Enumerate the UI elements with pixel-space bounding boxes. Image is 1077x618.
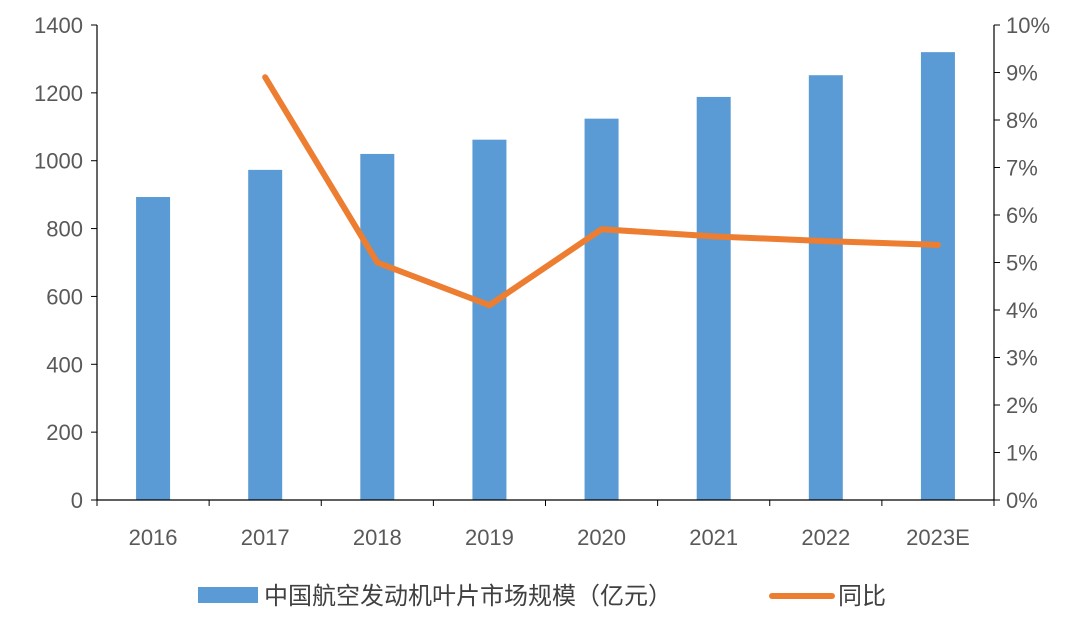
left-tick-label: 400 — [46, 352, 83, 377]
right-tick-label: 10% — [1006, 13, 1050, 38]
right-axis-ticks: 0% 1% 2% 3% 4% 5% 6% 7% 8% 9% 10% — [994, 13, 1050, 513]
x-tick-label: 2023E — [906, 525, 970, 550]
bar-2019 — [472, 139, 507, 500]
legend: 中国航空发动机叶片市场规模（亿元） 同比 — [198, 583, 886, 610]
x-tick-label: 2022 — [801, 525, 850, 550]
left-tick-label: 800 — [46, 217, 83, 242]
x-tick-label: 2020 — [577, 525, 626, 550]
right-tick-label: 7% — [1006, 156, 1038, 181]
x-tick-label: 2016 — [129, 525, 178, 550]
bar-2018 — [360, 153, 395, 500]
bar-2023E — [920, 52, 955, 501]
left-tick-label: 1400 — [34, 13, 83, 38]
bar-2020 — [584, 118, 619, 501]
x-tick-label: 2019 — [465, 525, 514, 550]
x-tick-label: 2018 — [353, 525, 402, 550]
x-tick-label: 2021 — [689, 525, 738, 550]
right-tick-label: 6% — [1006, 203, 1038, 228]
bar-2016 — [136, 197, 171, 500]
legend-line-label: 同比 — [838, 583, 886, 610]
legend-bar-label: 中国航空发动机叶片市场规模（亿元） — [264, 583, 672, 610]
right-tick-label: 8% — [1006, 108, 1038, 133]
left-tick-label: 1200 — [34, 81, 83, 106]
x-tick-label: 2017 — [241, 525, 290, 550]
left-tick-label: 600 — [46, 284, 83, 309]
right-tick-label: 4% — [1006, 298, 1038, 323]
bar-series — [136, 52, 955, 501]
right-tick-label: 0% — [1006, 488, 1038, 513]
legend-bar-swatch — [198, 587, 258, 603]
right-tick-label: 2% — [1006, 393, 1038, 418]
right-tick-label: 9% — [1006, 61, 1038, 86]
right-tick-label: 5% — [1006, 251, 1038, 276]
left-tick-label: 0 — [71, 488, 83, 513]
bar-2017 — [248, 169, 283, 500]
left-tick-label: 1000 — [34, 149, 83, 174]
line-series — [262, 74, 941, 309]
left-tick-label: 200 — [46, 420, 83, 445]
right-tick-label: 1% — [1006, 441, 1038, 466]
axes — [96, 25, 995, 506]
bar-2022 — [808, 75, 843, 500]
bar-2021 — [696, 96, 731, 500]
x-axis-labels: 2016 2017 2018 2019 2020 2021 2022 2023E — [129, 525, 970, 550]
right-tick-label: 3% — [1006, 346, 1038, 371]
left-axis-ticks: 0 200 400 600 800 1000 1200 1400 — [34, 13, 97, 513]
